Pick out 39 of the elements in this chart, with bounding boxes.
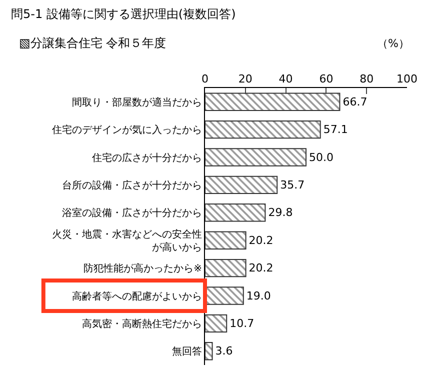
y-tick-label: 無回答 xyxy=(172,346,202,358)
chart-title: 問5-1 設備等に関する選択理由(複数回答) xyxy=(11,7,236,21)
y-tick-label: 浴室の設備・広さが十分だから xyxy=(62,207,202,220)
text: （%） xyxy=(377,37,410,50)
y-tick-label: 防犯性能が高かったから※ xyxy=(84,262,202,275)
x-tick-label: 60 xyxy=(319,72,334,86)
data-label: 20.2 xyxy=(248,234,274,247)
bar xyxy=(205,176,278,194)
x-tick-label: 0 xyxy=(202,72,208,86)
bar xyxy=(205,92,340,111)
bar xyxy=(205,120,321,139)
bar xyxy=(205,314,228,333)
y-tick-label: 高気密・高断熱住宅だから xyxy=(82,318,202,330)
data-label: 50.0 xyxy=(309,150,334,164)
bar xyxy=(205,231,246,250)
y-tick-label: 台所の設備・広さが十分だから xyxy=(62,179,202,192)
y-tick-label: 火災・地震・水害などへの安全性が高いから xyxy=(52,228,202,254)
y-tick-label: 住宅の広さが十分だから xyxy=(92,152,202,164)
bar xyxy=(205,204,266,222)
data-label: 57.1 xyxy=(323,123,348,136)
data-label: 29.8 xyxy=(268,206,293,220)
data-label: 66.7 xyxy=(342,95,368,108)
bar xyxy=(205,342,213,360)
y-tick-label: 間取り・部屋数が適当だから xyxy=(72,96,202,108)
text: ▧分譲集合住宅 令和５年度 xyxy=(19,36,166,50)
bar xyxy=(205,286,244,305)
data-label: 10.7 xyxy=(230,316,254,330)
bar xyxy=(205,148,306,166)
y-tick-label: 住宅のデザインが気に入ったから xyxy=(52,124,202,136)
data-label: 19.0 xyxy=(246,289,271,302)
data-label: 20.2 xyxy=(248,262,274,275)
bar xyxy=(205,258,246,278)
data-label: 35.7 xyxy=(280,178,305,192)
x-tick-label: 20 xyxy=(238,72,252,86)
x-tick-label: 100 xyxy=(396,72,418,86)
y-tick-label: 高齢者等への配慮がよいから xyxy=(72,290,202,302)
x-tick-label: 80 xyxy=(360,72,374,86)
data-label: 3.6 xyxy=(215,344,233,358)
x-tick-label: 40 xyxy=(278,72,293,86)
